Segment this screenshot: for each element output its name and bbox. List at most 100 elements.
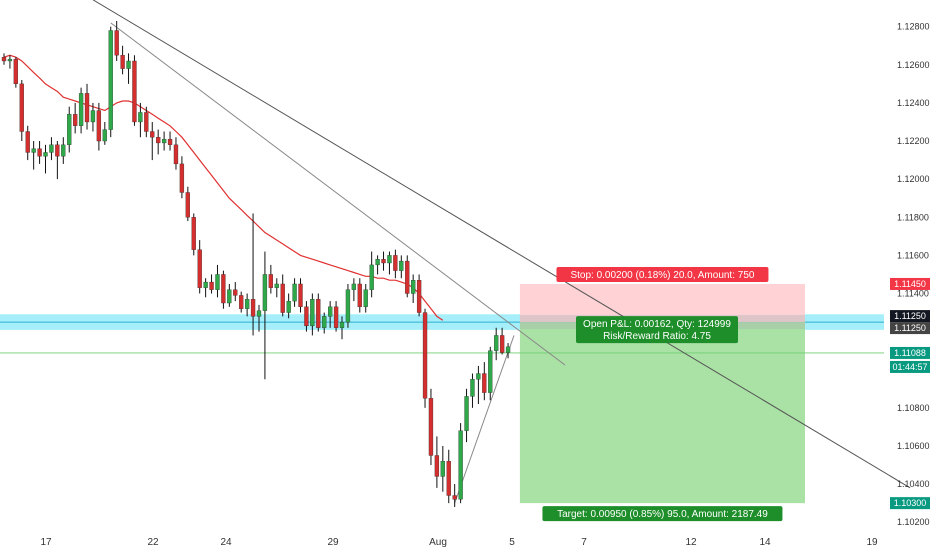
stop-label: Stop: 0.00200 (0.18%) 20.0, Amount: 750 — [570, 270, 754, 281]
candle-down — [37, 148, 42, 157]
candle — [197, 240, 202, 294]
candle — [316, 293, 321, 332]
candle-down — [84, 93, 90, 123]
candle-up — [351, 283, 357, 290]
time-tick-label: Aug — [429, 537, 447, 548]
candle-down — [185, 192, 190, 218]
candle — [185, 186, 190, 222]
candle-down — [405, 260, 410, 294]
candle-up — [440, 461, 445, 477]
price-tick-label: 1.11800 — [897, 212, 929, 222]
candle-down — [416, 280, 422, 313]
candle-down — [434, 455, 440, 477]
candle-down — [221, 274, 226, 304]
candle — [13, 57, 19, 88]
candle — [126, 53, 131, 84]
candle — [73, 102, 78, 134]
candle-up — [126, 60, 131, 69]
candle — [304, 301, 309, 332]
candle-up — [138, 112, 143, 123]
candle — [132, 55, 137, 126]
candle — [416, 274, 422, 317]
candle — [209, 274, 214, 294]
candle — [31, 141, 36, 170]
time-tick-label: 29 — [327, 537, 339, 548]
candle — [227, 283, 232, 307]
candle-down — [120, 55, 125, 69]
candle — [298, 278, 303, 313]
candle — [61, 137, 66, 164]
candle-up — [49, 144, 54, 153]
candle — [345, 283, 351, 328]
candle-down — [422, 312, 428, 399]
stop-label-bg — [556, 266, 769, 282]
candle-up — [227, 289, 232, 304]
time-axis: 17 22 24 29 Aug 5 7 12 14 19 — [40, 537, 878, 548]
candle — [221, 270, 226, 309]
candle — [84, 83, 90, 130]
candle — [310, 293, 315, 336]
candle — [452, 484, 457, 507]
candle — [156, 129, 161, 155]
candle-down — [19, 83, 24, 132]
candle — [440, 445, 445, 492]
time-tick-label: 24 — [220, 537, 232, 548]
candle — [49, 137, 54, 161]
pnl-label-bg — [576, 316, 738, 344]
candle — [150, 121, 155, 161]
short-trendline — [110, 22, 566, 366]
candle-down — [132, 60, 137, 123]
rr-label: Risk/Reward Ratio: 4.75 — [603, 331, 711, 342]
candle — [464, 388, 469, 443]
price-axis-badge-label: 1.10300 — [894, 498, 927, 508]
candle — [114, 20, 119, 61]
candle — [292, 278, 297, 307]
candle — [499, 327, 505, 355]
price-axis-badge — [890, 360, 930, 373]
candle — [446, 449, 451, 504]
candle — [239, 291, 244, 313]
candle-down — [499, 335, 505, 353]
candle-up — [470, 379, 475, 397]
price-tick-label: 1.10200 — [897, 517, 930, 527]
candle — [78, 87, 84, 134]
candle-up — [369, 264, 374, 290]
candle-up — [339, 321, 345, 328]
time-tick-label: 14 — [759, 537, 771, 548]
candle — [422, 308, 428, 408]
candle — [161, 131, 167, 151]
price-axis-badge-label: 01:44:57 — [892, 362, 927, 372]
candle-up — [476, 373, 481, 380]
candle — [393, 249, 398, 279]
candle-up — [43, 152, 48, 157]
candle — [470, 373, 475, 408]
candle-down — [446, 461, 451, 496]
candle — [322, 312, 327, 334]
candle — [428, 388, 434, 466]
candle — [102, 121, 107, 145]
candle-up — [61, 144, 66, 157]
candle-up — [399, 260, 404, 271]
candle — [274, 278, 279, 298]
candle — [369, 251, 374, 298]
candle-up — [244, 299, 250, 309]
candle-down — [428, 398, 434, 456]
candle — [333, 301, 339, 332]
candle-down — [452, 495, 457, 500]
candle — [476, 365, 481, 405]
price-axis: 1.12800 1.12600 1.12400 1.12200 1.12000 1.118… — [890, 22, 930, 527]
price-axis-badge-label: 1.11088 — [894, 348, 926, 358]
candle-down — [173, 144, 179, 165]
candle — [244, 293, 250, 317]
candle — [138, 102, 143, 138]
candle-down — [144, 112, 149, 132]
candle — [399, 255, 404, 279]
price-tick-label: 1.12000 — [897, 174, 930, 184]
candle-down — [233, 289, 238, 296]
candle-up — [458, 430, 463, 500]
candle-up — [274, 283, 279, 288]
candle — [37, 141, 42, 164]
time-tick-label: 22 — [147, 537, 159, 548]
candle — [108, 26, 113, 138]
